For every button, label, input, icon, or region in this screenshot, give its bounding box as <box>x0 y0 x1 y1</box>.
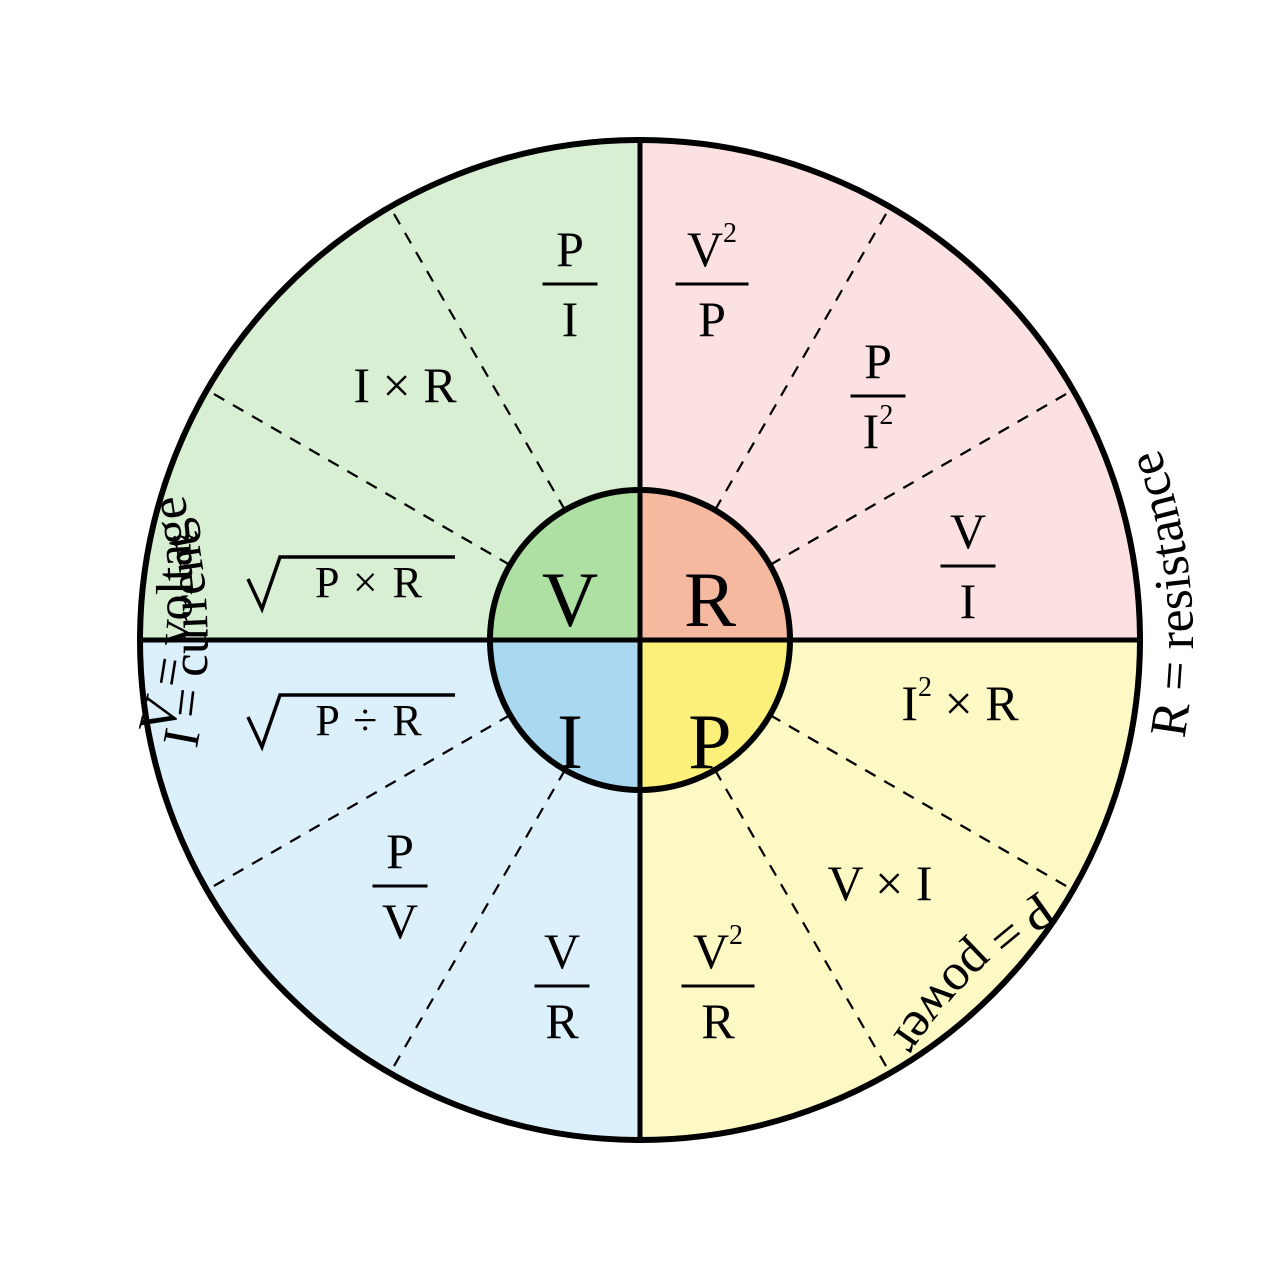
svg-text:P: P <box>556 221 584 277</box>
center-letter-R: R <box>684 556 736 643</box>
formula-P: V × I <box>827 855 932 911</box>
svg-text:P: P <box>386 823 414 879</box>
svg-text:V: V <box>544 923 580 979</box>
center-letter-I: I <box>557 698 583 785</box>
formula-V: I × R <box>353 357 457 413</box>
svg-text:R: R <box>545 993 579 1049</box>
svg-text:P: P <box>864 333 892 389</box>
svg-text:P ÷ R: P ÷ R <box>315 696 423 745</box>
svg-text:P: P <box>698 291 726 347</box>
svg-text:V: V <box>950 503 986 559</box>
svg-text:V: V <box>382 893 418 949</box>
svg-text:I: I <box>562 291 579 347</box>
svg-text:I: I <box>960 573 977 629</box>
svg-text:P × R: P × R <box>315 558 424 607</box>
center-letter-V: V <box>542 556 598 643</box>
svg-text:R: R <box>701 993 735 1049</box>
ohms-law-wheel: VRPIP × RI × RPIV2PPI2VII2 × RV × IV2RP … <box>0 0 1280 1280</box>
center-letter-P: P <box>688 698 731 785</box>
